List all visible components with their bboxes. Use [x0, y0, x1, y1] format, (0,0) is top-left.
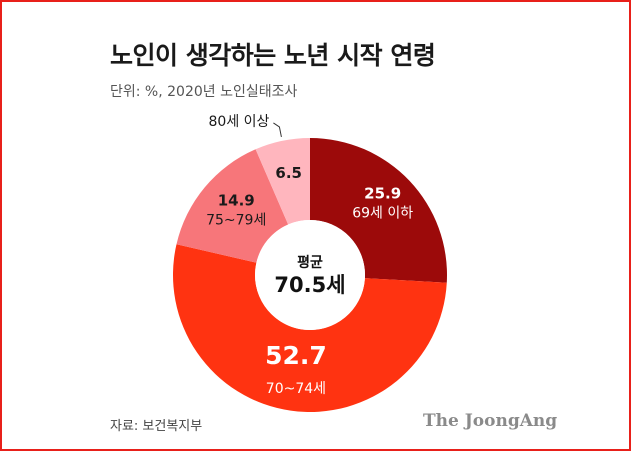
center-label: 평균	[297, 254, 323, 271]
donut-slice	[310, 138, 447, 283]
donut-slice	[172, 244, 447, 413]
slice-value-label: 52.7	[265, 341, 327, 370]
chart-title: 노인이 생각하는 노년 시작 연령	[110, 41, 436, 70]
slice-value-label: 14.9	[218, 192, 255, 210]
center-value: 70.5세	[274, 273, 345, 297]
chart-subtitle: 단위: %, 2020년 노인실태조사	[110, 84, 298, 100]
slice-value-label: 6.5	[275, 164, 302, 182]
slice-value-label: 25.9	[364, 184, 401, 202]
slice-category-label: 70~74세	[266, 381, 326, 397]
slice-category-label: 80세 이상	[209, 114, 270, 130]
source-note: 자료: 보건복지부	[110, 419, 203, 434]
leader-line	[273, 122, 282, 138]
slice-labels: 25.9 69세 이하 52.7 70~74세 14.9 75~79세 6.5 80세 이상	[206, 114, 413, 397]
donut-hole	[255, 220, 365, 330]
donut-slices	[172, 138, 447, 413]
donut-slice	[255, 138, 310, 225]
slice-category-label: 75~79세	[206, 213, 266, 229]
donut-slice	[176, 149, 289, 263]
brand-logo: The JoongAng	[423, 411, 558, 431]
slice-category-label: 69세 이하	[352, 205, 413, 221]
